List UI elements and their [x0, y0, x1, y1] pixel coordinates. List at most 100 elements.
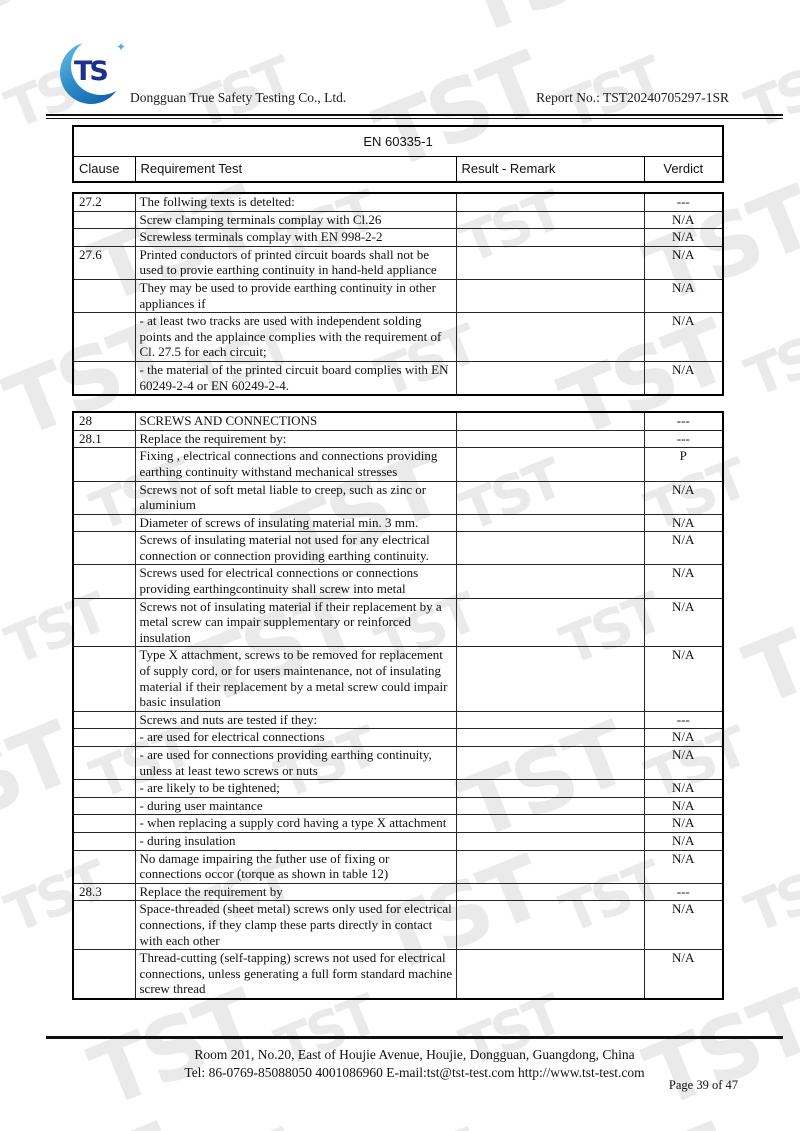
verdict-cell: ---: [643, 192, 724, 212]
watermark-logo-glyph: TST: [182, 1117, 299, 1131]
table-row: Screws not of insulating material if the…: [72, 597, 724, 648]
verdict-cell: N/A: [643, 513, 724, 533]
report-number: Report No.: TST20240705297-1SR: [536, 90, 729, 105]
requirement-cell: Screws and nuts are tested if they:: [134, 710, 457, 730]
clause-cell: [72, 480, 136, 515]
requirement-cell: Diameter of screws of insulating materia…: [134, 513, 457, 533]
result-cell: [455, 411, 645, 431]
requirement-cell: Screws used for electrical connections o…: [134, 564, 457, 599]
company-name: Dongguan True Safety Testing Co., Ltd.: [130, 90, 347, 105]
logo-crescent-icon: [60, 37, 131, 104]
table-row: 27.6 Printed conductors of printed circui…: [72, 245, 724, 280]
result-cell: [455, 531, 645, 566]
header-rule: [46, 114, 783, 119]
clause-cell: [72, 831, 136, 851]
table-row: - at least two tracks are used with inde…: [72, 312, 724, 362]
verdict-cell: P: [643, 447, 724, 482]
verdict-cell: N/A: [643, 360, 724, 396]
verdict-cell: N/A: [643, 728, 724, 747]
table-row: Screws not of soft metal liable to creep…: [72, 480, 724, 515]
table-row: Screw clamping terminals complay with Cl…: [72, 210, 724, 230]
clause-cell: [72, 564, 136, 599]
requirement-cell: Screws not of insulating material if the…: [134, 597, 457, 648]
requirement-cell: Screws not of soft metal liable to creep…: [134, 480, 457, 515]
clause-cell: [72, 646, 136, 712]
verdict-cell: N/A: [643, 480, 724, 515]
verdict-cell: N/A: [643, 796, 724, 816]
clause-cell: [72, 360, 136, 396]
clause-cell: [72, 814, 136, 833]
watermark-logo-glyph: TST: [267, 0, 384, 8]
clause-cell: [72, 210, 136, 230]
footer-contacts: Tel: 86-0769-85088050 4001086960 E-mail:…: [184, 1065, 645, 1080]
requirement-cell: - when replacing a supply cord having a …: [134, 814, 457, 833]
verdict-cell: N/A: [643, 531, 724, 566]
requirement-cell: Screwless terminals complay with EN 998-…: [134, 228, 457, 247]
verdict-cell: N/A: [643, 814, 724, 833]
verdict-cell: N/A: [643, 278, 724, 314]
standard-header-table: EN 60335-1 Clause Requirement Test Resul…: [72, 125, 725, 183]
report-body: EN 60335-1 Clause Requirement Test Resul…: [72, 125, 725, 1000]
result-cell: [455, 779, 645, 798]
requirements-table-clause-28: 28 SCREWS AND CONNECTIONS --- 28.1 Replace t…: [72, 411, 724, 1000]
requirement-cell: They may be used to provide earthing con…: [134, 278, 457, 314]
result-cell: [455, 210, 645, 230]
col-header-clause: Clause: [72, 155, 136, 183]
result-cell: [455, 796, 645, 816]
requirement-cell: - the material of the printed circuit bo…: [134, 360, 457, 396]
result-cell: [455, 245, 645, 280]
requirements-table-clause-27: 27.2 The follwing texts is detelted: --- Sc…: [72, 192, 724, 397]
verdict-cell: N/A: [643, 228, 724, 247]
result-cell: [455, 429, 645, 449]
watermark-logo-glyph: TST: [736, 313, 800, 410]
clause-cell: [72, 447, 136, 482]
table-row: Space-threaded (sheet metal) screws only…: [72, 900, 724, 951]
result-cell: [455, 312, 645, 362]
table-row: They may be used to provide earthing con…: [72, 278, 724, 314]
verdict-cell: ---: [643, 429, 724, 449]
footer-address: Room 201, No.20, East of Houjie Avenue, …: [194, 1047, 635, 1062]
table-row: - are used for connections providing ear…: [72, 745, 724, 781]
requirement-cell: Replace the requirement by: [134, 882, 457, 902]
table-row: - the material of the printed circuit bo…: [72, 360, 724, 396]
watermark-logo-glyph: TST: [367, 1117, 484, 1131]
result-cell: [455, 228, 645, 247]
result-cell: [455, 882, 645, 902]
requirement-cell: Thread-cutting (self-tapping) screws not…: [134, 949, 457, 1000]
clause-cell: [72, 513, 136, 533]
watermark-logo-glyph: TST: [0, 179, 14, 276]
clause-cell: 27.6: [72, 245, 136, 280]
result-cell: [455, 480, 645, 515]
table-row: Screws used for electrical connections o…: [72, 564, 724, 599]
clause-cell: [72, 710, 136, 730]
requirement-cell: Printed conductors of printed circuit bo…: [134, 245, 457, 280]
table-row: 27.2 The follwing texts is detelted: ---: [72, 192, 724, 212]
col-header-requirement: Requirement Test: [134, 155, 457, 183]
requirement-cell: - are used for connections providing ear…: [134, 745, 457, 781]
verdict-cell: ---: [643, 882, 724, 902]
requirement-cell: Space-threaded (sheet metal) screws only…: [134, 900, 457, 951]
requirement-cell: - at least two tracks are used with inde…: [134, 312, 457, 362]
clause-cell: [72, 597, 136, 648]
col-header-result: Result - Remark: [455, 155, 645, 183]
verdict-cell: ---: [643, 710, 724, 730]
watermark-logo-glyph: TST: [637, 0, 754, 8]
clause-cell: [72, 849, 136, 884]
requirement-cell: Fixing , electrical connections and conn…: [134, 447, 457, 482]
clause-cell: [72, 531, 136, 566]
verdict-cell: N/A: [643, 849, 724, 884]
watermark-logo-glyph: TST: [82, 0, 199, 8]
clause-cell: [72, 728, 136, 747]
result-cell: [455, 710, 645, 730]
clause-cell: 28.1: [72, 429, 136, 449]
table-row: 28 SCREWS AND CONNECTIONS ---: [72, 411, 724, 431]
verdict-cell: N/A: [643, 900, 724, 951]
verdict-cell: N/A: [643, 831, 724, 851]
verdict-cell: N/A: [643, 745, 724, 781]
verdict-cell: ---: [643, 411, 724, 431]
table-row: Type X attachment, screws to be removed …: [72, 646, 724, 712]
column-header-row: Clause Requirement Test Result - Remark …: [72, 155, 724, 183]
requirement-cell: - are used for electrical connections: [134, 728, 457, 747]
footer-rule: [46, 1036, 783, 1039]
table-row: No damage impairing the futher use of fi…: [72, 849, 724, 884]
